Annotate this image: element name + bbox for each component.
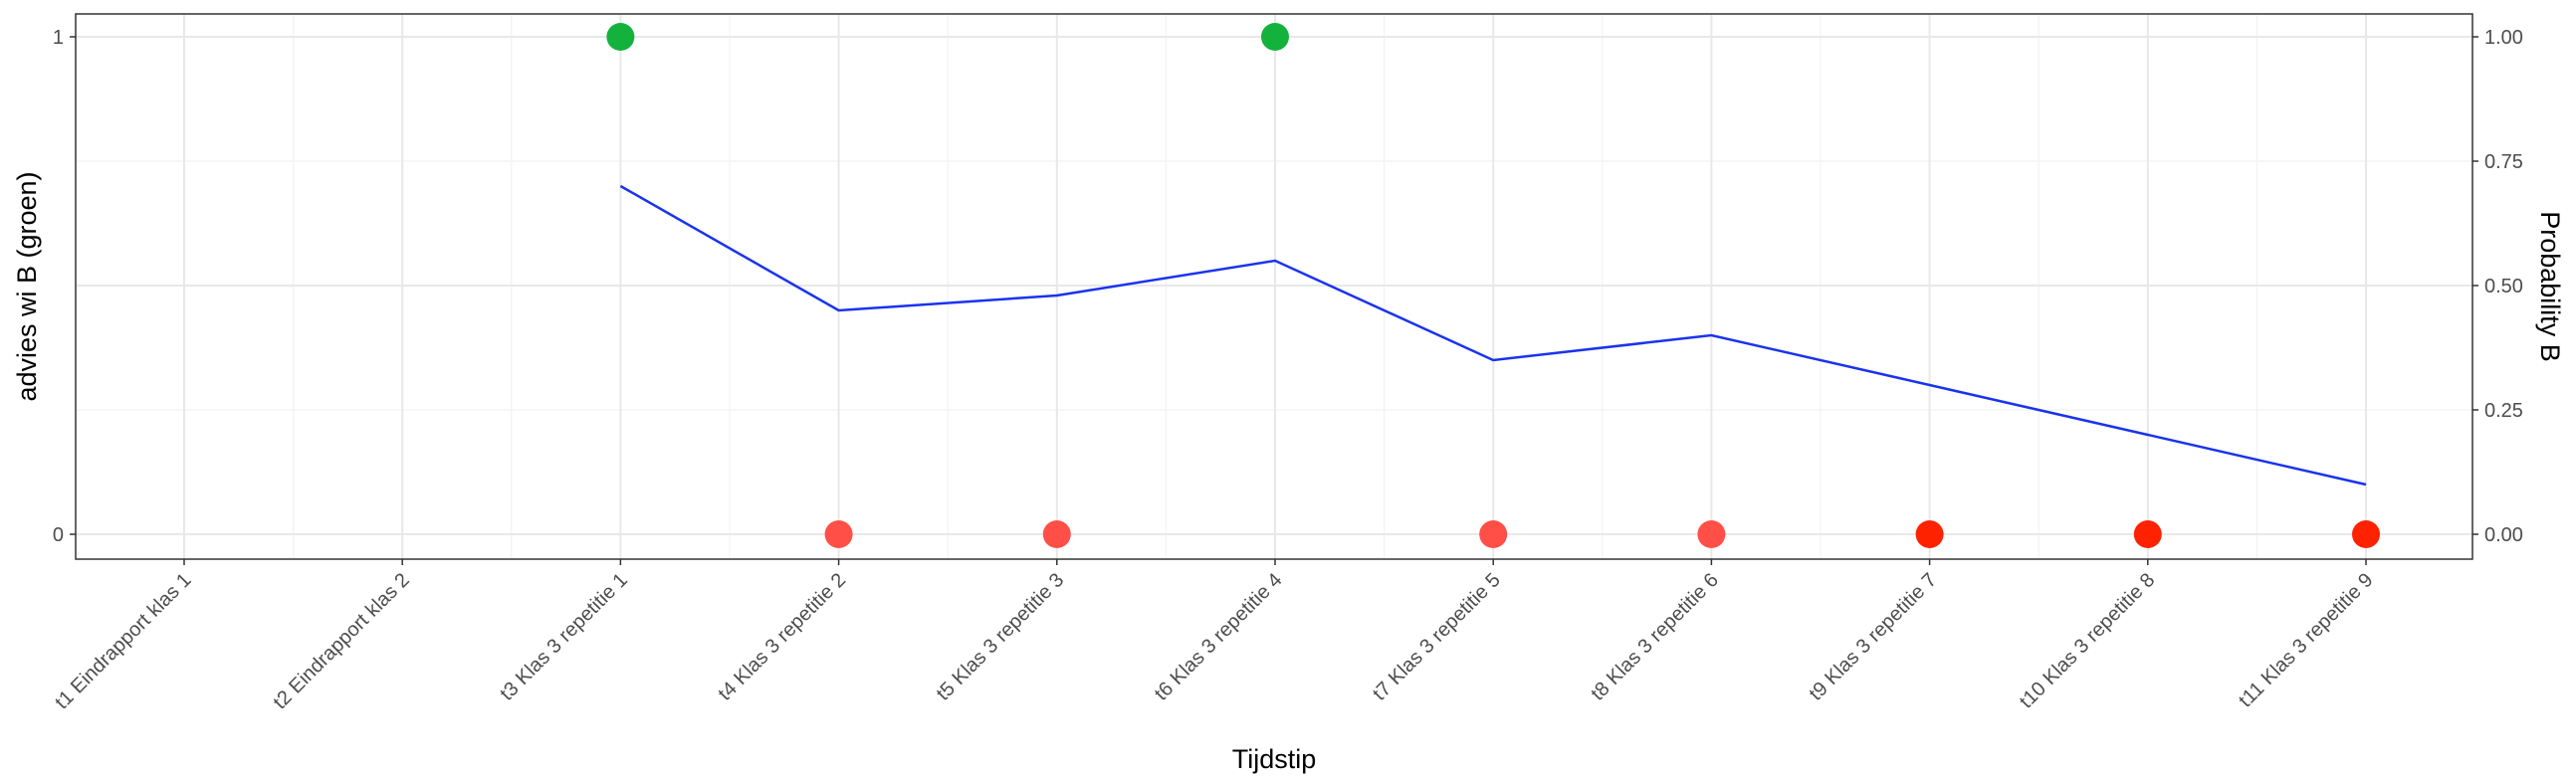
left-y-axis-title: advies wi B (groen): [12, 171, 42, 401]
advies-point: [1042, 520, 1071, 548]
advies-point: [2133, 520, 2162, 548]
left-tick-label: 1: [53, 27, 64, 49]
advies-point: [1479, 520, 1508, 548]
left-tick-label: 0: [53, 524, 64, 546]
right-tick-label: 0.25: [2484, 400, 2523, 422]
advies-point: [2352, 520, 2380, 548]
advies-point: [824, 520, 853, 548]
x-axis-title: Tijdstip: [1232, 744, 1317, 774]
probability-line: [619, 184, 2367, 487]
advies-point: [1915, 520, 1944, 548]
left-y-axis: 01: [53, 27, 76, 546]
advies-series: [606, 23, 2380, 548]
right-tick-label: 0.75: [2484, 151, 2523, 173]
advies-point: [606, 23, 635, 51]
right-tick-label: 0.00: [2484, 524, 2523, 546]
advies-point: [1261, 23, 1289, 51]
advies-point: [1697, 520, 1726, 548]
plot-panel-border: [75, 13, 2473, 560]
right-y-axis-title: Probability B: [2535, 211, 2565, 362]
right-y-axis: 0.00 0.25 0.50 0.75 1.00: [2472, 27, 2523, 546]
right-tick-label: 1.00: [2484, 27, 2523, 49]
probability-series: [619, 184, 2367, 487]
grid-lines: [76, 14, 2472, 559]
right-tick-label: 0.50: [2484, 276, 2523, 297]
